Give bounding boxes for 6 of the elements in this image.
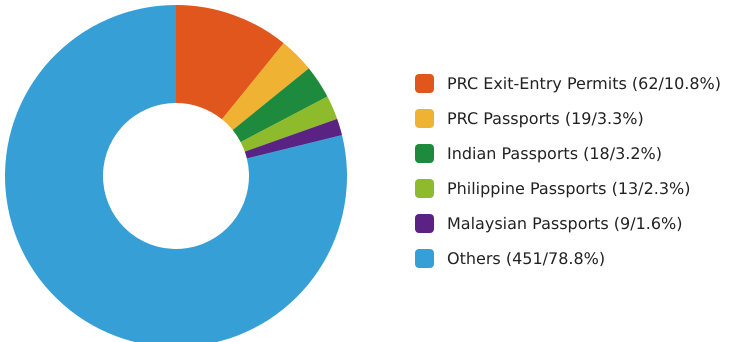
legend-label: PRC Passports (19/3.3%) [447, 109, 644, 128]
legend-label: PRC Exit-Entry Permits (62/10.8%) [447, 74, 721, 93]
legend-label: Malaysian Passports (9/1.6%) [447, 214, 682, 233]
legend-label: Indian Passports (18/3.2%) [447, 144, 662, 163]
legend-label: Philippine Passports (13/2.3%) [447, 179, 690, 198]
legend-label: Others (451/78.8%) [447, 249, 606, 268]
